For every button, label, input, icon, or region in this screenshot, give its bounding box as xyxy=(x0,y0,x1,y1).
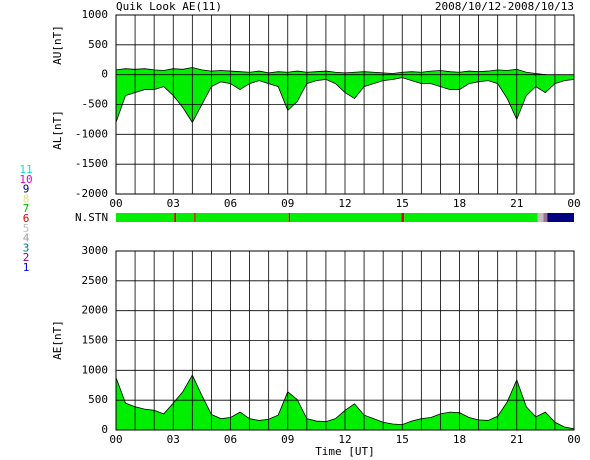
y-tick-label: 500 xyxy=(88,38,108,51)
plot-frame xyxy=(115,250,575,431)
x-tick-label: 12 xyxy=(338,433,351,446)
y-axis-label: AU[nT] xyxy=(51,25,64,65)
y-tick-label: 2500 xyxy=(82,274,109,287)
x-tick-label: 12 xyxy=(338,197,351,210)
station-segment xyxy=(543,213,548,222)
x-tick-label: 03 xyxy=(167,433,180,446)
station-legend-item: 9 xyxy=(23,183,30,196)
y-tick-label: 2000 xyxy=(82,304,109,317)
station-legend-item: 1 xyxy=(23,261,30,274)
y-tick-label: 3000 xyxy=(82,244,109,257)
x-tick-label: 00 xyxy=(109,433,122,446)
chart-title: Quik Look AE(11) xyxy=(116,0,222,13)
station-segment xyxy=(547,213,574,222)
station-segment xyxy=(290,213,402,222)
x-tick-label: 06 xyxy=(224,197,237,210)
station-bar-label: N.STN xyxy=(75,211,108,224)
station-legend-item: 7 xyxy=(23,202,30,215)
y-tick-label: 1500 xyxy=(82,334,109,347)
x-tick-label: 00 xyxy=(109,197,122,210)
y-tick-label: 500 xyxy=(88,393,108,406)
y-axis-label: AE[nT] xyxy=(51,320,64,360)
x-axis-label: Time [UT] xyxy=(315,445,375,458)
x-tick-label: 21 xyxy=(510,197,523,210)
x-tick-label: 09 xyxy=(281,433,294,446)
x-tick-label: 21 xyxy=(510,433,523,446)
station-segment xyxy=(176,213,195,222)
y-axis-label: AL[nT] xyxy=(51,110,64,150)
x-tick-label: 15 xyxy=(396,197,409,210)
station-legend-item: 5 xyxy=(23,222,30,235)
station-legend-item: 8 xyxy=(23,192,30,205)
y-tick-label: -1000 xyxy=(75,127,108,140)
y-tick-label: -1500 xyxy=(75,157,108,170)
plot-frame xyxy=(115,14,575,195)
x-tick-label: 18 xyxy=(453,197,466,210)
x-tick-label: 03 xyxy=(167,197,180,210)
y-tick-label: -2000 xyxy=(75,187,108,200)
station-legend-item: 6 xyxy=(23,212,30,225)
station-legend-item: 2 xyxy=(23,251,30,264)
x-tick-label: 18 xyxy=(453,433,466,446)
station-segment xyxy=(404,213,538,222)
x-tick-label: 15 xyxy=(396,433,409,446)
station-segment xyxy=(537,213,544,222)
station-segment xyxy=(401,213,405,222)
date-range: 2008/10/12-2008/10/13 xyxy=(435,0,574,13)
y-tick-label: 0 xyxy=(101,423,108,436)
y-tick-label: -500 xyxy=(82,98,109,111)
y-tick-label: 1000 xyxy=(82,8,109,21)
y-tick-label: 1000 xyxy=(82,363,109,376)
station-segment xyxy=(195,213,289,222)
x-tick-label: 06 xyxy=(224,433,237,446)
station-segment xyxy=(116,213,175,222)
station-legend-item: 4 xyxy=(23,232,30,245)
station-segment xyxy=(174,213,177,222)
station-segment xyxy=(194,213,196,222)
station-legend-item: 11 xyxy=(19,163,32,176)
station-segment xyxy=(288,213,291,222)
x-tick-label: 09 xyxy=(281,197,294,210)
x-tick-label: 00 xyxy=(567,197,580,210)
y-tick-label: 0 xyxy=(101,68,108,81)
station-legend-item: 10 xyxy=(19,173,32,186)
station-legend-item: 3 xyxy=(23,241,30,254)
x-tick-label: 00 xyxy=(567,433,580,446)
